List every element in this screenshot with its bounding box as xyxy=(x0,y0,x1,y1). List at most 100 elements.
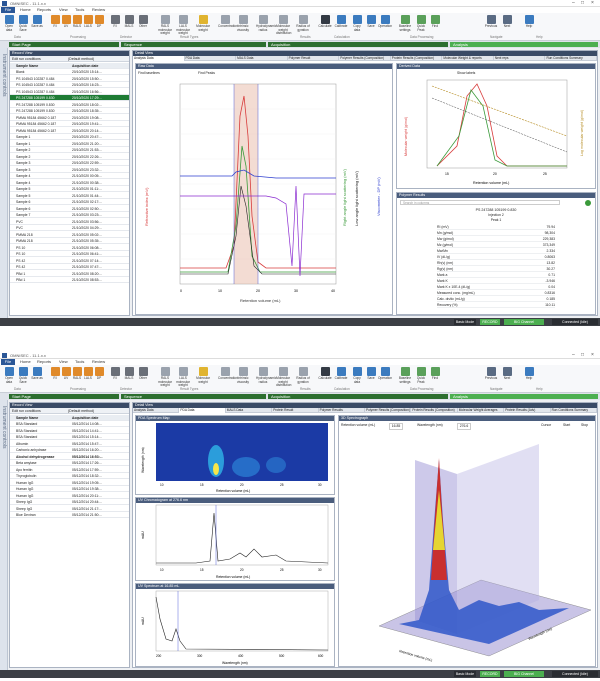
ribbon-button[interactable]: Molecular weight xyxy=(196,14,210,40)
ribbon-button[interactable]: Find xyxy=(428,366,442,392)
step-acquisition[interactable]: Acquisition xyxy=(268,42,448,47)
ribbon-button[interactable]: Other xyxy=(136,14,150,40)
record-row[interactable]: Apo ferritin 05/12/2014 17:59:... xyxy=(10,467,129,473)
ribbon-button[interactable]: LALS xyxy=(81,366,95,392)
spectrograph-3d-chart[interactable]: Retention volume (mL) Wavelength (nm) xyxy=(339,430,595,666)
menu-reports[interactable]: Reports xyxy=(37,7,52,12)
record-indicator[interactable]: RECORD xyxy=(480,319,500,325)
ribbon-button[interactable]: Copy data xyxy=(350,14,364,40)
ribbon-button[interactable]: Save as xyxy=(30,366,44,392)
minimize-icon[interactable]: – xyxy=(572,352,575,358)
ribbon-button[interactable]: Calculate xyxy=(318,366,332,392)
ribbon-button[interactable]: RALS molecular weight xyxy=(158,366,172,392)
ribbon-button[interactable]: Baseline settings xyxy=(398,14,412,40)
detail-tab[interactable]: Analysis Data xyxy=(133,408,180,413)
record-row[interactable]: BSA Standard 05/12/2014 14:08:... xyxy=(10,421,129,427)
ribbon-button[interactable]: Radius of gyration xyxy=(296,366,310,392)
record-row[interactable]: PS 247288 105199 0.830 20/10/2020 18:02:.… xyxy=(10,102,129,108)
record-row[interactable]: PVC 21/10/2020 03:56:... xyxy=(10,219,129,225)
uv-chromatogram-chart[interactable]: mAU Retention volume (mL) 10 15 20 25 30 xyxy=(136,503,334,581)
record-row[interactable]: Sample 3 20/10/2020 22:59:... xyxy=(10,160,129,166)
cursor-button[interactable]: Cursor xyxy=(541,423,552,427)
maximize-icon[interactable]: □ xyxy=(581,0,585,6)
ribbon-button[interactable]: Next xyxy=(500,366,514,392)
column-header[interactable]: Sample Name xyxy=(16,64,39,68)
record-row[interactable]: PVC 21/10/2020 04:29:... xyxy=(10,225,129,231)
instrument-controls-panel[interactable]: Instrument controls xyxy=(0,48,8,318)
ribbon-button[interactable]: Open data xyxy=(2,14,16,40)
record-row[interactable]: Sample 1 20/10/2020 21:20:... xyxy=(10,141,129,147)
record-row[interactable]: PS 247288 105199 0.830 20/10/2020 18:35:.… xyxy=(10,108,129,114)
instrument-controls-panel[interactable]: Instrument controls xyxy=(0,400,8,670)
stop-button[interactable]: Stop xyxy=(581,423,588,427)
basic-mode-indicator[interactable]: Basic Mode xyxy=(454,671,476,677)
record-row[interactable]: PMMA 95184 45662 0.187 20/10/2020 20:14:.… xyxy=(10,128,129,134)
detail-tab[interactable]: Polymer Results (Composition) xyxy=(339,56,391,61)
step-acquisition[interactable]: Acquisition xyxy=(268,394,448,399)
record-row[interactable]: PMMA 218 21/10/2020 05:35:... xyxy=(10,238,129,244)
ribbon-button[interactable]: Molecular weight distribution xyxy=(276,366,291,392)
ribbon-button[interactable]: RALS xyxy=(70,14,84,40)
record-row[interactable]: Blank 20/10/2020 15:14:... xyxy=(10,69,129,75)
method-selector[interactable]: (Default method) xyxy=(68,57,95,61)
detail-tab[interactable]: Protein Results (Composition) xyxy=(411,408,458,413)
basic-mode-indicator[interactable]: Basic Mode xyxy=(454,319,476,325)
record-row[interactable]: Sample 6 21/10/2020 02:17:... xyxy=(10,199,129,205)
record-row[interactable]: PMMA 95184 45662 0.187 20/10/2020 19:41:.… xyxy=(10,121,129,127)
ribbon-button[interactable]: Save xyxy=(364,14,378,40)
menu-tools[interactable]: Tools xyxy=(75,7,85,12)
ribbon-button[interactable]: MALS xyxy=(122,14,136,40)
ribbon-button[interactable]: Intrinsic viscosity xyxy=(236,14,250,40)
wavelength-input[interactable]: 276.6 xyxy=(457,423,471,430)
detail-tab[interactable]: Protein Results (Composition) xyxy=(391,56,443,61)
record-row[interactable]: Sample 4 21/10/2020 00:05:... xyxy=(10,173,129,179)
ribbon-button[interactable]: LALS molecular weight xyxy=(176,366,190,392)
ribbon-button[interactable]: Hydrodynamic radius xyxy=(256,366,276,392)
detail-tab[interactable]: Next reps xyxy=(494,56,546,61)
retention-volume-input[interactable]: 16.85 xyxy=(389,423,403,430)
column-header[interactable]: Sample Name xyxy=(16,416,39,420)
step-sequence[interactable]: Sequence xyxy=(121,394,266,399)
detail-tab[interactable]: MALS Data xyxy=(236,56,288,61)
ribbon-button[interactable]: DP xyxy=(92,14,106,40)
detail-tab[interactable]: MALS Data xyxy=(226,408,273,413)
ribbon-button[interactable]: Operation xyxy=(378,366,392,392)
step-start-page[interactable]: Start Page xyxy=(9,42,119,47)
maximize-icon[interactable]: □ xyxy=(581,352,585,358)
ribbon-button[interactable]: RI xyxy=(48,366,62,392)
ribbon-button[interactable]: Quick Save xyxy=(16,366,30,392)
ribbon-button[interactable]: Molecular weight xyxy=(196,366,210,392)
ribbon-button[interactable]: Intrinsic viscosity xyxy=(236,366,250,392)
ribbon-button[interactable]: Molecular weight distribution xyxy=(276,14,291,40)
ribbon-button[interactable]: Save xyxy=(364,366,378,392)
file-menu-button[interactable]: File xyxy=(1,7,15,13)
record-row[interactable]: PS 104543 102287 0.484 20/10/2020 16:56:.… xyxy=(10,89,129,95)
record-row[interactable]: Albumin 05/12/2014 15:47:... xyxy=(10,441,129,447)
record-row[interactable]: Sample 7 21/10/2020 03:23:... xyxy=(10,212,129,218)
ribbon-button[interactable]: Calibrate xyxy=(334,14,348,40)
record-row[interactable]: Beta amylase 05/12/2014 17:26:... xyxy=(10,460,129,466)
ribbon-button[interactable]: Copy data xyxy=(350,366,364,392)
record-row[interactable]: PS 10 21/10/2020 06:08:... xyxy=(10,245,129,251)
ribbon-button[interactable]: Help xyxy=(522,366,536,392)
ribbon-button[interactable]: LALS molecular weight xyxy=(176,14,190,40)
record-row[interactable]: Sheep IgG 05/12/2014 20:44:... xyxy=(10,499,129,505)
menu-home[interactable]: Home xyxy=(20,7,31,12)
detail-tab[interactable]: Polymer Results (Composition) xyxy=(366,408,412,413)
record-row[interactable]: Sample 5 21/10/2020 01:11:... xyxy=(10,186,129,192)
ribbon-button[interactable]: Calculate xyxy=(318,14,332,40)
detail-tab[interactable]: Run Conditions Summary xyxy=(551,408,597,413)
close-icon[interactable]: × xyxy=(591,352,594,358)
uv-spectrum-chart[interactable]: mAU Wavelength (nm) 200 300 400 500 600 xyxy=(136,589,334,667)
detail-tab[interactable]: Polymer Result xyxy=(288,56,340,61)
record-row[interactable]: PS 42 21/10/2020 07:14:... xyxy=(10,258,129,264)
record-row[interactable]: PS 104543 102287 0.484 20/10/2020 15:50:.… xyxy=(10,76,129,82)
ribbon-button[interactable]: Calibrate xyxy=(334,366,348,392)
detail-tab[interactable]: Analysis Data xyxy=(133,56,185,61)
step-analysis[interactable]: Analysis xyxy=(450,42,598,47)
ribbon-button[interactable]: Radius of gyration xyxy=(296,14,310,40)
ribbon-button[interactable]: UV xyxy=(59,14,73,40)
edit-run-conditions-button[interactable]: Edit run conditions xyxy=(12,57,41,61)
record-row[interactable]: Blue Dextran 05/12/2014 21:50:... xyxy=(10,512,129,518)
detail-tab[interactable]: Run Conditions Summary xyxy=(545,56,597,61)
